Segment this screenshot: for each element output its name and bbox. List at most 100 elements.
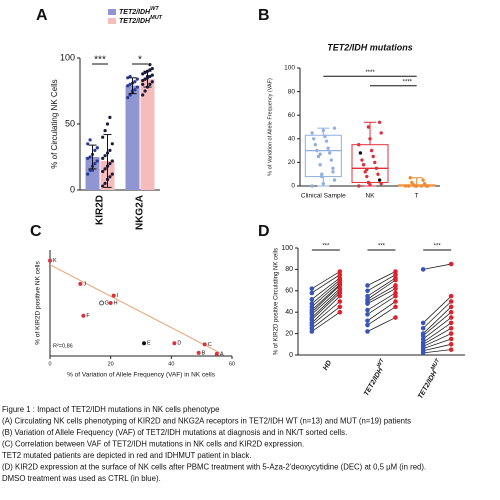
dot xyxy=(148,74,152,79)
pair-line xyxy=(311,271,341,290)
point xyxy=(99,300,105,306)
dot xyxy=(366,180,371,185)
dot xyxy=(141,82,145,86)
dot xyxy=(393,304,398,310)
dot xyxy=(393,283,398,288)
y-tick-label: 0 xyxy=(289,352,293,359)
dot xyxy=(88,168,92,172)
y-tick-label: 80 xyxy=(285,266,293,273)
significance: **** xyxy=(365,70,375,76)
point xyxy=(214,351,219,356)
x-tick-label: 60 xyxy=(229,361,235,367)
dot xyxy=(320,174,324,179)
dot xyxy=(403,184,408,188)
dot xyxy=(86,172,90,176)
dot xyxy=(133,88,137,92)
dot xyxy=(135,77,139,81)
dot xyxy=(128,93,132,97)
significance: *** xyxy=(94,55,106,66)
dot xyxy=(337,275,343,281)
panel-letter: A xyxy=(36,7,48,24)
pair-line xyxy=(367,271,396,286)
legend-label: TET2/IDHWT xyxy=(119,6,159,15)
dot xyxy=(321,181,326,186)
dot xyxy=(309,320,315,326)
dot xyxy=(420,320,426,326)
dot xyxy=(95,159,99,163)
pair-line xyxy=(311,284,341,311)
x-tick-label-main: TET2/IDH xyxy=(417,369,439,400)
pair-line xyxy=(367,274,396,292)
box xyxy=(304,134,342,178)
x-tick-label: T xyxy=(415,193,419,200)
dot xyxy=(126,96,130,100)
pair-line xyxy=(422,333,452,347)
dot xyxy=(361,163,366,167)
dot xyxy=(103,154,107,158)
y-tick-label: 20 xyxy=(288,159,296,166)
dot xyxy=(309,315,315,320)
x-tick-label: KIR2D xyxy=(95,195,106,225)
x-tick-label: TET2/IDHMUT xyxy=(415,358,445,401)
point xyxy=(111,293,116,298)
significance: *** xyxy=(322,244,330,250)
dot xyxy=(103,167,107,171)
caption-line: (B) Variation of Allele Frequency (VAF) … xyxy=(2,428,347,437)
dot xyxy=(393,315,398,320)
dot xyxy=(360,158,364,162)
dot xyxy=(309,286,315,291)
pair-line xyxy=(311,306,341,329)
pair-line xyxy=(367,295,396,315)
dot xyxy=(126,76,130,80)
point-label: A xyxy=(220,351,224,357)
dot xyxy=(406,184,411,188)
x-tick-label: NK xyxy=(365,193,375,200)
bar xyxy=(85,157,100,190)
dot xyxy=(110,142,114,146)
pair-line xyxy=(423,343,452,352)
pair-line xyxy=(423,349,452,354)
dot xyxy=(110,159,114,163)
point-label: J xyxy=(83,281,86,287)
dot xyxy=(420,267,426,272)
dot xyxy=(373,160,377,165)
dot xyxy=(86,156,90,160)
x-tick-label: NKG2A xyxy=(135,195,146,230)
dot xyxy=(365,322,370,328)
pair-line xyxy=(422,301,452,329)
pair-line xyxy=(367,292,396,311)
dot xyxy=(393,269,398,274)
x-tick-label: 20 xyxy=(108,361,114,367)
dot xyxy=(141,93,145,97)
dot xyxy=(365,293,370,299)
panel-letter: C xyxy=(30,223,42,240)
x-tick-label-sup: MUT xyxy=(430,358,441,372)
x-tick-label: Clinical Sample xyxy=(301,193,346,200)
y-tick-label: 0 xyxy=(70,184,75,194)
dot xyxy=(369,148,374,153)
dot xyxy=(93,162,97,166)
panel-letter: B xyxy=(258,7,270,24)
significance: *** xyxy=(434,244,442,250)
dot xyxy=(93,148,97,152)
dot xyxy=(313,143,318,147)
dot xyxy=(337,286,343,291)
dot xyxy=(309,304,315,310)
legend-swatch xyxy=(108,18,116,24)
dot xyxy=(358,151,363,155)
dot xyxy=(323,134,327,139)
dot xyxy=(448,331,454,336)
x-tick-label: HD xyxy=(322,359,333,371)
dot xyxy=(371,154,375,159)
dot xyxy=(393,299,398,304)
legend-label-main: TET2/IDH xyxy=(119,18,151,25)
pair-line xyxy=(367,277,396,297)
dot xyxy=(321,128,326,133)
dot xyxy=(337,309,343,315)
dot xyxy=(141,78,145,83)
dot xyxy=(379,181,383,186)
dot xyxy=(331,166,335,170)
dot xyxy=(101,169,105,174)
dot xyxy=(312,137,316,141)
dot xyxy=(365,288,370,294)
